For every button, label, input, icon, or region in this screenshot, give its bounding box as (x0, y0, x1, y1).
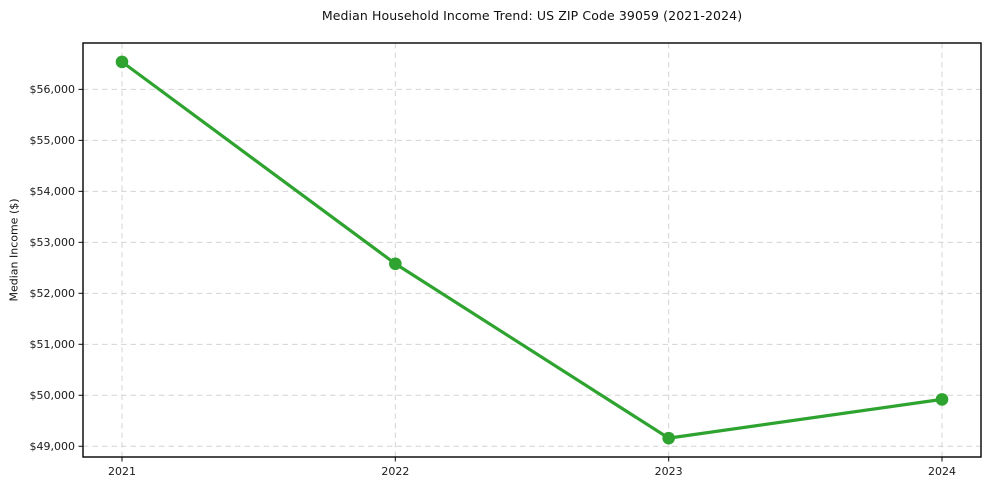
y-tick-label: $50,000 (30, 389, 76, 402)
data-point (935, 393, 949, 406)
data-point (115, 55, 129, 69)
y-tick-label: $55,000 (30, 134, 76, 147)
y-tick-label: $49,000 (30, 440, 76, 453)
data-line (120, 60, 944, 440)
y-tick-label: $53,000 (30, 236, 76, 249)
x-tick-label: 2022 (381, 465, 409, 478)
axes-frame (82, 42, 982, 458)
data-point (389, 257, 402, 271)
y-tick-label: $56,000 (30, 83, 76, 96)
chart-title: Median Household Income Trend: US ZIP Co… (321, 8, 743, 23)
y-tick-label: $52,000 (30, 287, 76, 300)
x-tick-label: 2024 (928, 465, 956, 478)
x-tick-label: 2023 (655, 465, 683, 478)
y-tick-label: $51,000 (30, 338, 76, 351)
y-tick-label: $54,000 (30, 185, 76, 198)
x-tick-label: 2021 (108, 465, 136, 478)
data-point (662, 431, 675, 445)
